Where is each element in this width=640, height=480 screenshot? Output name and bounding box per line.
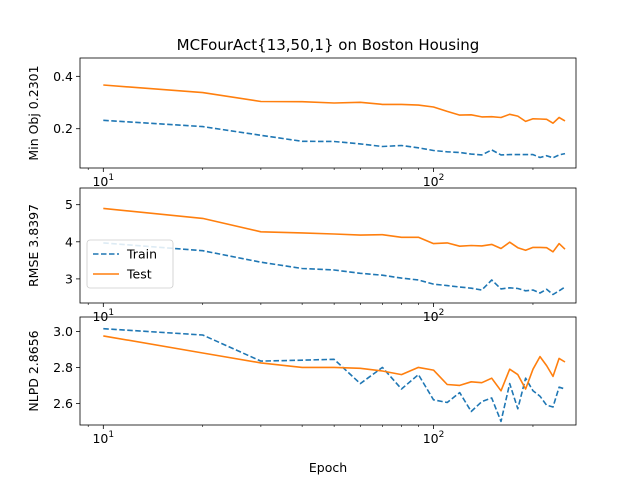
y-tick-label-nlpd-1: 2.8	[53, 360, 73, 375]
legend-label-train: Train	[126, 247, 157, 262]
y-axis-title-nlpd: NLPD 2.8656	[26, 330, 41, 411]
y-tick-label-rmse-0: 3	[65, 271, 73, 286]
panel-nlpd: 101 102 2.6 2.8 3.0 NLPD 2.8656	[26, 316, 577, 446]
panel-min-obj: 101 102 0.2 0.4 Min Obj 0.2301	[26, 57, 577, 189]
y-tick-label-min-obj-0: 0.2	[53, 121, 73, 136]
x-tick-label-nlpd-1: 102	[423, 430, 445, 446]
y-tick-label-rmse-1: 4	[65, 234, 73, 249]
y-tick-label-rmse-2: 5	[65, 197, 73, 212]
series-line-test-nlpd	[103, 335, 566, 392]
x-tick-label-min-obj-0: 101	[92, 173, 114, 189]
y-tick-label-nlpd-2: 3.0	[53, 324, 73, 339]
chart-title: MCFourAct{13,50,1} on Boston Housing	[177, 36, 480, 54]
y-tick-label-min-obj-1: 0.4	[53, 69, 73, 84]
panel-rmse: 101 102 3 4 5 RMSE 3.8397 Train Test	[26, 187, 577, 324]
series-line-test-rmse	[103, 207, 566, 253]
y-axis-title-min-obj: Min Obj 0.2301	[26, 65, 41, 160]
series-line-train-rmse	[103, 242, 566, 296]
panels-layer: 101 102 0.2 0.4 Min Obj 0.2301 101 102 3 4 5 RMSE …	[26, 57, 577, 446]
legend-label-test: Test	[126, 267, 152, 282]
x-tick-label-nlpd-0: 101	[92, 430, 114, 446]
axes-frame-min-obj	[79, 57, 577, 169]
series-line-train-nlpd	[103, 327, 566, 423]
x-tick-label-min-obj-1: 102	[423, 173, 445, 189]
axes-frame-rmse	[79, 187, 577, 304]
legend: Train Test	[86, 239, 174, 289]
axes-frame-nlpd	[79, 316, 577, 426]
y-tick-label-nlpd-0: 2.6	[53, 396, 73, 411]
legend-box	[86, 239, 174, 289]
x-axis-title: Epoch	[309, 460, 347, 475]
x-tick-label-rmse-1: 102	[423, 308, 445, 324]
series-line-train-min-obj	[103, 119, 566, 159]
x-tick-label-rmse-0: 101	[92, 308, 114, 324]
series-line-test-min-obj	[103, 84, 566, 124]
y-axis-title-rmse: RMSE 3.8397	[26, 204, 41, 287]
